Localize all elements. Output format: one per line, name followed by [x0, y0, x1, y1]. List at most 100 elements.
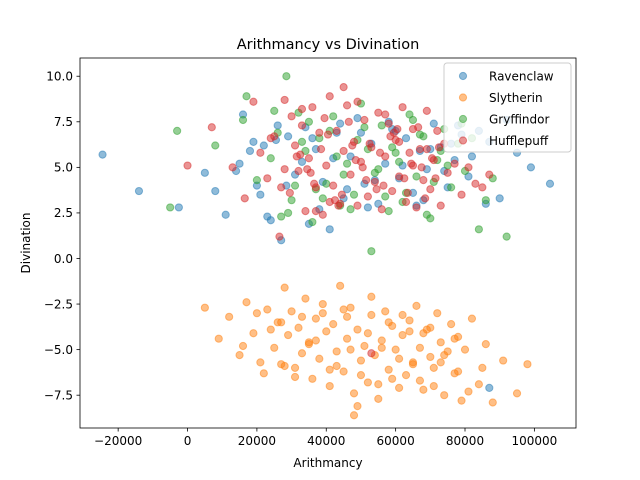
data-point — [429, 363, 438, 372]
legend-label: Gryffindor — [489, 112, 550, 126]
data-point — [308, 374, 317, 383]
data-point — [412, 172, 421, 181]
data-point — [280, 283, 289, 292]
x-tick-label: 0 — [184, 434, 192, 448]
data-point — [474, 380, 483, 389]
data-point — [464, 387, 473, 396]
data-point — [332, 126, 341, 136]
data-point — [235, 159, 244, 168]
data-point — [325, 225, 334, 234]
y-axis: −7.5 −5.0 −2.5 0.0 2.5 5.0 7.5 10.0 — [44, 70, 80, 402]
series-hufflepuff — [183, 83, 494, 358]
data-point — [318, 309, 327, 318]
data-point — [419, 329, 428, 338]
data-point — [421, 194, 430, 203]
data-point — [372, 185, 381, 194]
data-point — [315, 128, 324, 137]
y-tick-label: 7.5 — [54, 115, 73, 129]
data-point — [322, 161, 331, 170]
legend-marker — [458, 71, 468, 81]
data-point — [311, 207, 320, 216]
data-point — [297, 349, 307, 358]
data-point — [228, 163, 237, 172]
data-point — [374, 394, 383, 403]
y-axis-label: Divination — [19, 213, 33, 274]
data-point — [398, 330, 407, 340]
data-point — [346, 205, 355, 214]
data-point — [403, 188, 412, 197]
data-point — [263, 174, 272, 183]
data-point — [436, 338, 445, 347]
data-point — [290, 372, 300, 382]
data-point — [280, 165, 289, 174]
legend-box — [443, 62, 572, 153]
data-point — [363, 203, 372, 212]
data-point — [362, 176, 371, 185]
data-point — [351, 155, 360, 165]
data-point — [388, 143, 397, 152]
data-point — [256, 190, 265, 199]
data-point — [426, 323, 435, 332]
data-point — [398, 103, 407, 112]
data-point — [367, 349, 376, 358]
data-point — [365, 139, 374, 148]
data-point — [499, 356, 508, 365]
data-point — [339, 170, 348, 179]
data-point — [282, 72, 291, 81]
series-ravenclaw — [98, 110, 555, 392]
data-point — [325, 92, 334, 101]
data-point — [443, 161, 452, 170]
data-point — [290, 181, 300, 190]
data-point — [304, 117, 314, 126]
data-point — [259, 141, 268, 150]
data-point — [395, 137, 404, 146]
data-point — [523, 360, 532, 369]
data-point — [336, 281, 345, 290]
data-point — [374, 108, 383, 117]
data-point — [242, 92, 251, 101]
legend-marker — [458, 93, 468, 102]
data-point — [342, 312, 352, 321]
data-point — [353, 114, 362, 123]
data-point — [249, 97, 258, 106]
legend-label: Slytherin — [489, 91, 543, 105]
data-point — [481, 196, 490, 205]
data-point — [398, 310, 407, 320]
data-point — [259, 369, 268, 378]
data-point — [245, 146, 255, 156]
data-point — [440, 350, 449, 360]
data-point — [252, 176, 261, 185]
data-point — [384, 318, 393, 327]
data-point — [379, 181, 388, 190]
data-point — [342, 101, 352, 110]
data-point — [363, 329, 372, 338]
data-point — [367, 310, 376, 320]
data-point — [450, 334, 459, 343]
data-point — [495, 194, 504, 203]
data-point — [450, 159, 459, 168]
data-point — [400, 174, 409, 183]
y-tick-label: −2.5 — [44, 297, 73, 311]
data-point — [460, 345, 470, 354]
data-point — [252, 309, 261, 318]
data-point — [417, 163, 426, 172]
legend-marker — [458, 114, 468, 124]
data-point — [322, 179, 331, 188]
data-point — [415, 130, 425, 139]
data-point — [467, 314, 477, 323]
data-point — [429, 119, 438, 128]
data-point — [332, 361, 341, 371]
data-point — [339, 367, 348, 376]
data-point — [436, 358, 445, 367]
data-point — [485, 170, 494, 179]
data-point — [238, 341, 248, 351]
data-point — [344, 117, 353, 126]
data-point — [339, 83, 348, 92]
data-point — [408, 161, 418, 170]
data-point — [292, 152, 301, 161]
data-point — [348, 141, 357, 150]
data-point — [349, 411, 359, 420]
data-point — [277, 212, 286, 221]
data-point — [443, 168, 452, 177]
data-point — [280, 95, 289, 105]
